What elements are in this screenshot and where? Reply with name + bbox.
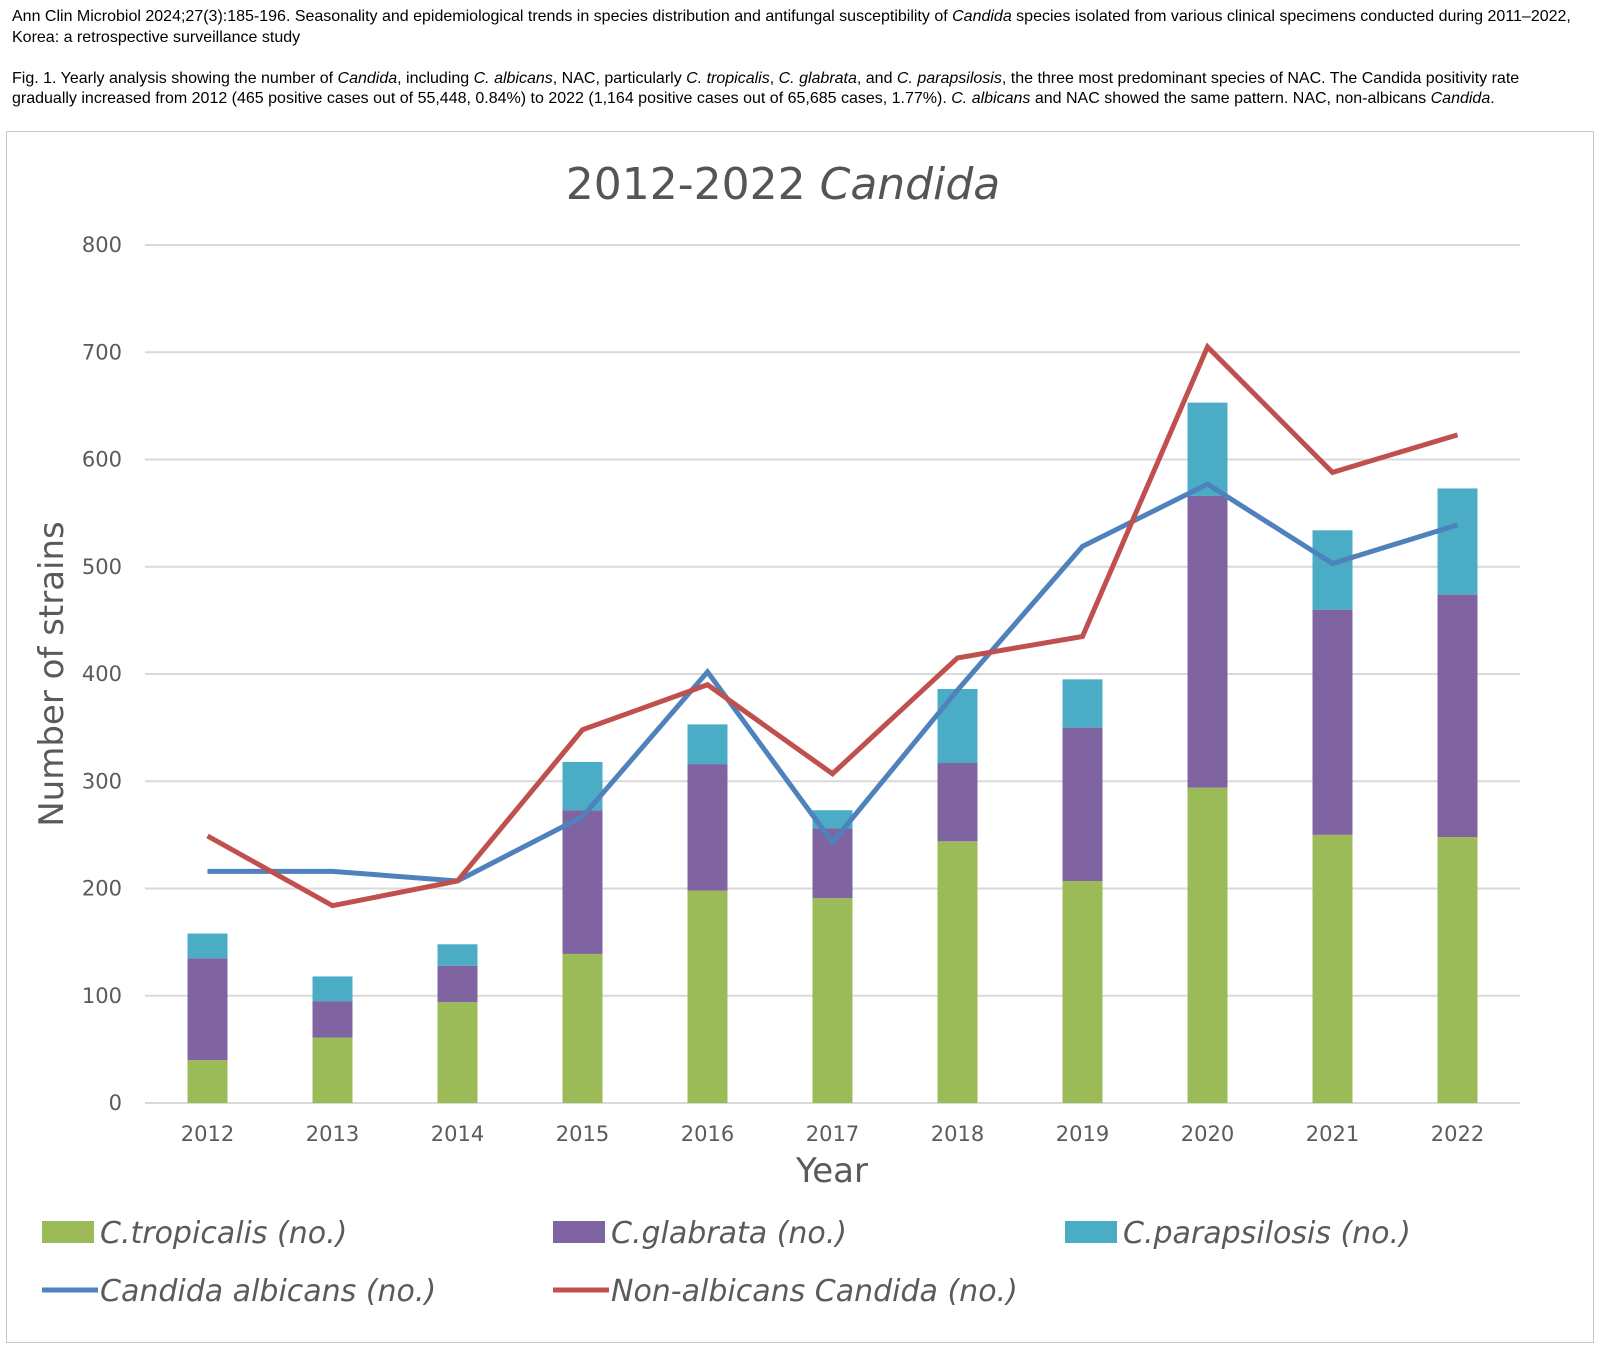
bar-segment-2 [312,1001,353,1038]
bar-segment-2 [562,810,603,954]
bar-segment-2 [1312,609,1353,835]
bar-segment-3 [812,810,853,829]
caption-segment: C. albicans [473,70,553,87]
x-tick-label: 2018 [931,1122,984,1146]
bar-segment-2 [1062,727,1103,881]
y-tick-label: 500 [82,555,122,579]
caption-segment: , and [856,70,897,87]
chart-title: 2012-2022 Candida [566,159,1000,210]
citation-suffix: species isolated from various clinical s… [12,8,1571,46]
x-tick-label: 2019 [1056,1122,1109,1146]
bar-segment-1 [937,841,978,1103]
y-tick-label: 400 [82,662,122,686]
caption-segment: C. albicans [951,90,1031,107]
x-tick-label: 2015 [556,1122,609,1146]
legend-label: C.glabrata (no.) [611,1216,847,1251]
x-tick-label: 2022 [1431,1122,1484,1146]
y-axis-title: Number of strains [32,521,72,827]
x-tick-label: 2012 [181,1122,234,1146]
bar-segment-3 [437,944,478,966]
line-series-1 [207,481,1459,884]
caption-segment: Candida [337,70,398,87]
chart-title-part: Candida [820,159,1001,210]
bar-segment-1 [1312,834,1353,1103]
legend-label: C.parapsilosis (no.) [1123,1216,1411,1251]
citation-italic: Candida [952,8,1012,25]
bar-segment-2 [937,763,978,842]
chart-title-part: 2012-2022 [566,159,820,210]
caption-segment: , including [397,70,474,87]
caption-segment: , the three most predominant species of … [12,70,1520,107]
caption-segment: , NAC, particularly [552,70,687,87]
bar-segment-1 [687,890,728,1103]
bar-segment-1 [1437,837,1478,1103]
bar-segment-2 [187,958,228,1061]
bar-segment-1 [187,1060,228,1103]
bar-segment-3 [187,933,228,959]
bar-segment-1 [1187,787,1228,1103]
caption-segment: C. glabrata [778,70,857,87]
y-tick-label: 100 [82,984,122,1008]
citation-prefix: Ann Clin Microbiol 2024;27(3):185-196. S… [12,8,953,25]
caption-segment: , [769,70,779,87]
x-tick-label: 2017 [806,1122,859,1146]
figure-caption: Fig. 1. Yearly analysis showing the numb… [12,69,1588,109]
legend-swatch [553,1221,605,1243]
y-tick-label: 700 [82,340,122,364]
bar-segment-2 [1187,495,1228,788]
x-tick-label: 2016 [681,1122,734,1146]
y-tick-label: 0 [109,1091,122,1115]
bar-segment-3 [312,976,353,1002]
bar-segment-3 [687,724,728,765]
bar-segment-2 [437,965,478,1003]
line-series-2 [206,342,1459,909]
bar-segment-1 [562,953,603,1103]
legend-label: C.tropicalis (no.) [100,1216,347,1251]
y-tick-label: 200 [82,877,122,901]
legend-label: Candida albicans (no.) [100,1274,436,1309]
legend-swatch [42,1221,94,1243]
bar-segment-3 [1437,488,1478,595]
y-tick-label: 800 [82,233,122,257]
bar-segment-1 [312,1037,353,1103]
caption-segment: . [1490,90,1495,107]
caption-segment: Candida [1430,90,1491,107]
bar-segment-1 [1062,880,1103,1103]
legend-swatch [1065,1221,1117,1243]
bar-segment-3 [1062,679,1103,728]
citation-text: Ann Clin Microbiol 2024;27(3):185-196. S… [12,6,1588,48]
caption-segment: C. tropicalis [686,70,770,87]
bar-segment-1 [812,898,853,1103]
bar-segment-3 [937,689,978,764]
bar-segment-3 [1312,530,1353,610]
caption-segment: Fig. 1. Yearly analysis showing the numb… [12,70,338,87]
bar-segment-1 [437,1002,478,1103]
y-tick-label: 300 [82,769,122,793]
legend-label: Non-albicans Candida (no.) [611,1274,1018,1309]
chart-frame [6,131,1594,1343]
x-tick-label: 2021 [1306,1122,1359,1146]
bar-segment-2 [1437,594,1478,838]
x-tick-label: 2020 [1181,1122,1234,1146]
x-tick-label: 2013 [306,1122,359,1146]
caption-segment: and NAC showed the same pattern. NAC, no… [1030,90,1431,107]
x-axis-title: Year [795,1151,868,1191]
x-tick-label: 2014 [431,1122,484,1146]
y-tick-label: 600 [82,448,122,472]
caption-segment: C. parapsilosis [896,70,1002,87]
bar-segment-3 [1187,402,1228,496]
bar-segment-2 [687,764,728,891]
